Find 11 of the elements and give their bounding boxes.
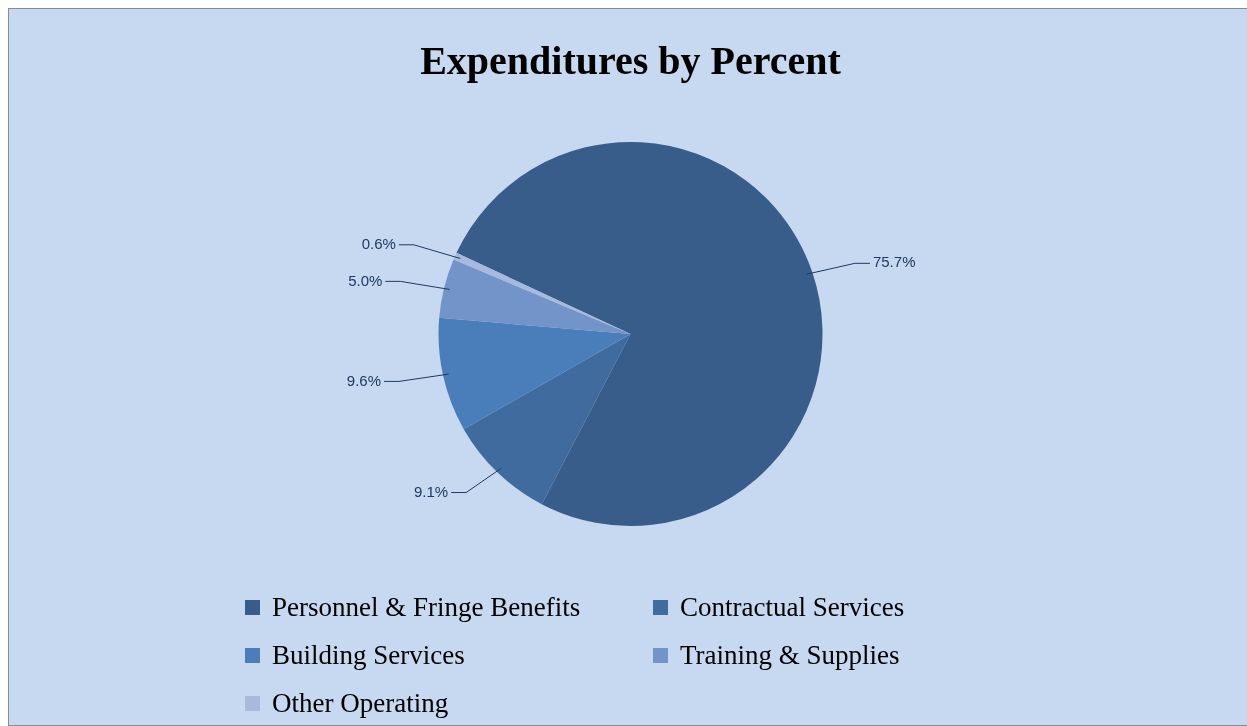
data-label: 5.0% xyxy=(348,271,383,289)
legend-label: Other Operating xyxy=(272,687,449,719)
legend-label: Training & Supplies xyxy=(680,639,900,671)
chart-title: Expenditures by Percent xyxy=(419,37,842,84)
data-label: 9.1% xyxy=(413,482,449,500)
data-label: 75.7% xyxy=(872,253,916,271)
legend-label: Building Services xyxy=(272,639,465,671)
data-label: 9.6% xyxy=(346,371,382,389)
legend-label: Personnel & Fringe Benefits xyxy=(272,591,581,623)
data-label: 0.6% xyxy=(361,234,396,252)
legend-label: Contractual Services xyxy=(680,591,905,623)
